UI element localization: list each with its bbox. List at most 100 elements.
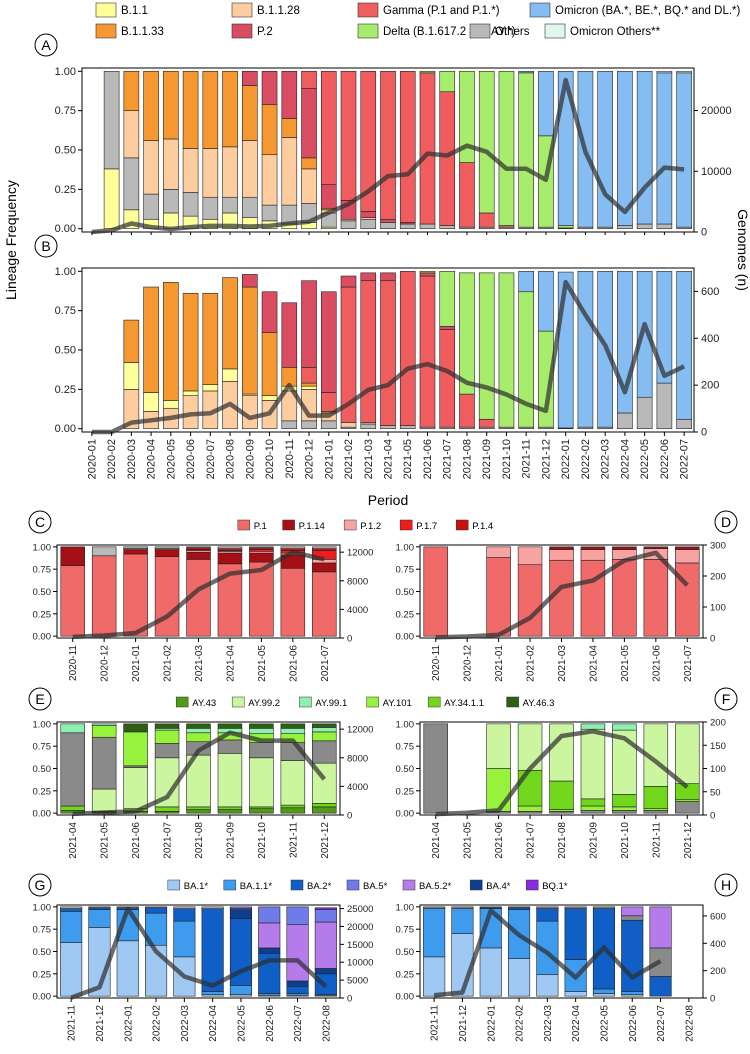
x-tick-label: 2022-03	[180, 1005, 191, 1042]
legend-swatch-b-1-1-33	[95, 23, 117, 39]
bar-b-1-1-33-2020-05	[163, 70, 179, 140]
x-tick-label: 2021-06	[651, 645, 662, 682]
bar-b-1-1-33-2020-03	[123, 319, 140, 363]
panel-letter-a: A	[34, 33, 58, 57]
x-tick-label: 2022-04	[619, 439, 631, 479]
bar-p-2-2021-06	[419, 272, 436, 277]
bar-b-1-1-2020-04	[143, 392, 159, 412]
bar-ay-34-1-1-2021-11	[643, 786, 669, 809]
bar-p-1-2020-11	[60, 565, 85, 637]
x-tick-label: 2020-03	[126, 439, 138, 479]
bar-ba-1-2022-01	[479, 947, 502, 997]
bar-others-2020-10	[261, 204, 278, 222]
bar-ay-99-1-2021-09	[580, 723, 606, 730]
bar-others-2021-03	[360, 423, 377, 430]
x-tick-label: 2021-06	[288, 645, 299, 682]
legend-label-p-2: P.2	[257, 26, 273, 38]
x-tick-label: 2021-07	[526, 822, 537, 859]
panel-letter-circle	[28, 510, 52, 534]
x-tick-label: 2020-04	[146, 439, 158, 479]
y2-tick-label: 4000	[347, 782, 368, 793]
x-tick-label: 2020-01	[86, 439, 98, 479]
bar-ba-1-2022-05	[592, 993, 616, 997]
bar-ay-34-1-1-2021-08	[186, 806, 211, 810]
bar-ba-1-1-2022-04	[201, 991, 224, 995]
x-tick-label: 2021-12	[95, 1005, 106, 1042]
y-tick-label: 0.25	[33, 969, 52, 980]
genomes-line	[91, 279, 686, 435]
x-tick-label: 2021-10	[257, 822, 268, 859]
y2-tick-label: 600	[701, 286, 719, 298]
y2-tick-label: 400	[710, 939, 726, 950]
legend-label-p-1: P.1	[254, 521, 267, 532]
bar-ba-4-2022-06	[258, 947, 281, 954]
y-tick-label: 0.75	[396, 742, 415, 753]
x-tick-label: 2021-09	[588, 822, 599, 859]
legend-swatch-p-1-4	[455, 519, 469, 531]
bar-b-1-1-28-2020-09	[242, 140, 258, 198]
panel-letter-b: B	[34, 234, 58, 258]
bar-ay-43-2021-11	[280, 807, 306, 814]
x-tick-label: 2021-01	[494, 645, 505, 682]
bar-ba-2-2022-03	[536, 908, 559, 922]
bar-delta-b-1-617-2-and-ay-2021-07	[439, 70, 456, 93]
bar-ay-99-2-2021-06	[486, 723, 511, 769]
bar-ay-101-2021-08	[186, 732, 211, 743]
legend-swatch-ay-101	[366, 696, 379, 708]
x-tick-label: 2022-08	[321, 1005, 332, 1042]
legend-label-ba-1-1: BA.1.1*	[240, 881, 273, 892]
bar-others-2020-05	[163, 189, 179, 214]
bar-delta-b-1-617-2-and-ay-2021-09	[478, 272, 495, 420]
x-tick-label: 2020-11	[431, 645, 442, 681]
bar-p-1-14-2021-05	[249, 552, 274, 563]
bar-others-2021-07	[439, 225, 456, 230]
x-tick-label: 2022-03	[600, 439, 612, 479]
bar-b-1-1-33-2020-03	[123, 70, 140, 111]
y2-tick-label: 20000	[701, 105, 732, 117]
x-tick-label: 2021-11	[288, 822, 299, 858]
y-tick-label: 1.00	[33, 719, 52, 730]
bar-others-2021-02	[154, 546, 180, 549]
x-tick-label: 2021-04	[431, 822, 442, 859]
x-tick-label: 2020-11	[284, 439, 296, 479]
x-tick-label: 2021-04	[383, 439, 395, 479]
bar-others-2022-04	[617, 225, 633, 230]
panel-letter-f: F	[714, 687, 738, 711]
bar-ay-34-1-1-2021-12	[312, 803, 337, 808]
bar-gamma-p-1-and-p-1-2021-01	[320, 392, 337, 412]
x-tick-label: 2020-05	[165, 439, 177, 479]
x-tick-label: 2021-10	[501, 439, 513, 479]
y2-tick-label: 200	[710, 718, 726, 729]
y2-tick-label: 0	[710, 811, 715, 822]
bar-others-2021-10	[249, 742, 274, 759]
bar-omicron-others-2022-06	[656, 70, 673, 74]
bar-ay-34-1-1-2021-09	[217, 806, 243, 810]
bar-ay-99-1-2021-04	[60, 723, 85, 734]
bar-ay-46-3-2021-06	[123, 723, 148, 733]
y-tick-label: 0.00	[33, 992, 52, 1003]
bar-others-2021-12	[451, 906, 474, 909]
y-tick-label: 0.00	[55, 223, 76, 235]
bar-ba-1-1-2021-11	[423, 908, 446, 958]
bar-gamma-p-1-and-p-1-2021-09	[478, 418, 495, 428]
bar-p-1-14-2021-06	[643, 546, 669, 549]
panel-letter-circle	[714, 687, 738, 711]
bar-others-2020-02	[103, 70, 120, 170]
bar-ba-1-2021-11	[423, 956, 446, 997]
bar-omicron-ba-be-bq-and-dl-2021-11	[518, 70, 534, 74]
bar-gamma-p-1-and-p-1-2021-08	[459, 393, 475, 428]
bar-others-2021-07	[312, 546, 337, 549]
bar-p-1-2-2021-07	[312, 559, 337, 564]
x-tick-label: 2021-11	[430, 1005, 441, 1041]
legend-label-p-1-4: P.1.4	[472, 521, 493, 532]
y-tick-label: 1.00	[33, 542, 52, 553]
bar-ba-4-2022-07	[286, 980, 309, 987]
y2-axis-label: Genomes (n)	[735, 209, 750, 291]
bar-ay-46-3-2021-09	[217, 723, 243, 729]
legend-label-p-1-2: P.1.2	[360, 521, 381, 532]
bar-others-2021-11	[60, 906, 83, 909]
x-tick-label: 2021-06	[494, 822, 505, 859]
bar-omicron-ba-be-bq-and-dl-2022-06	[656, 72, 673, 225]
bar-b-1-1-2020-02	[103, 168, 120, 230]
x-tick-label: 2021-05	[620, 645, 631, 682]
